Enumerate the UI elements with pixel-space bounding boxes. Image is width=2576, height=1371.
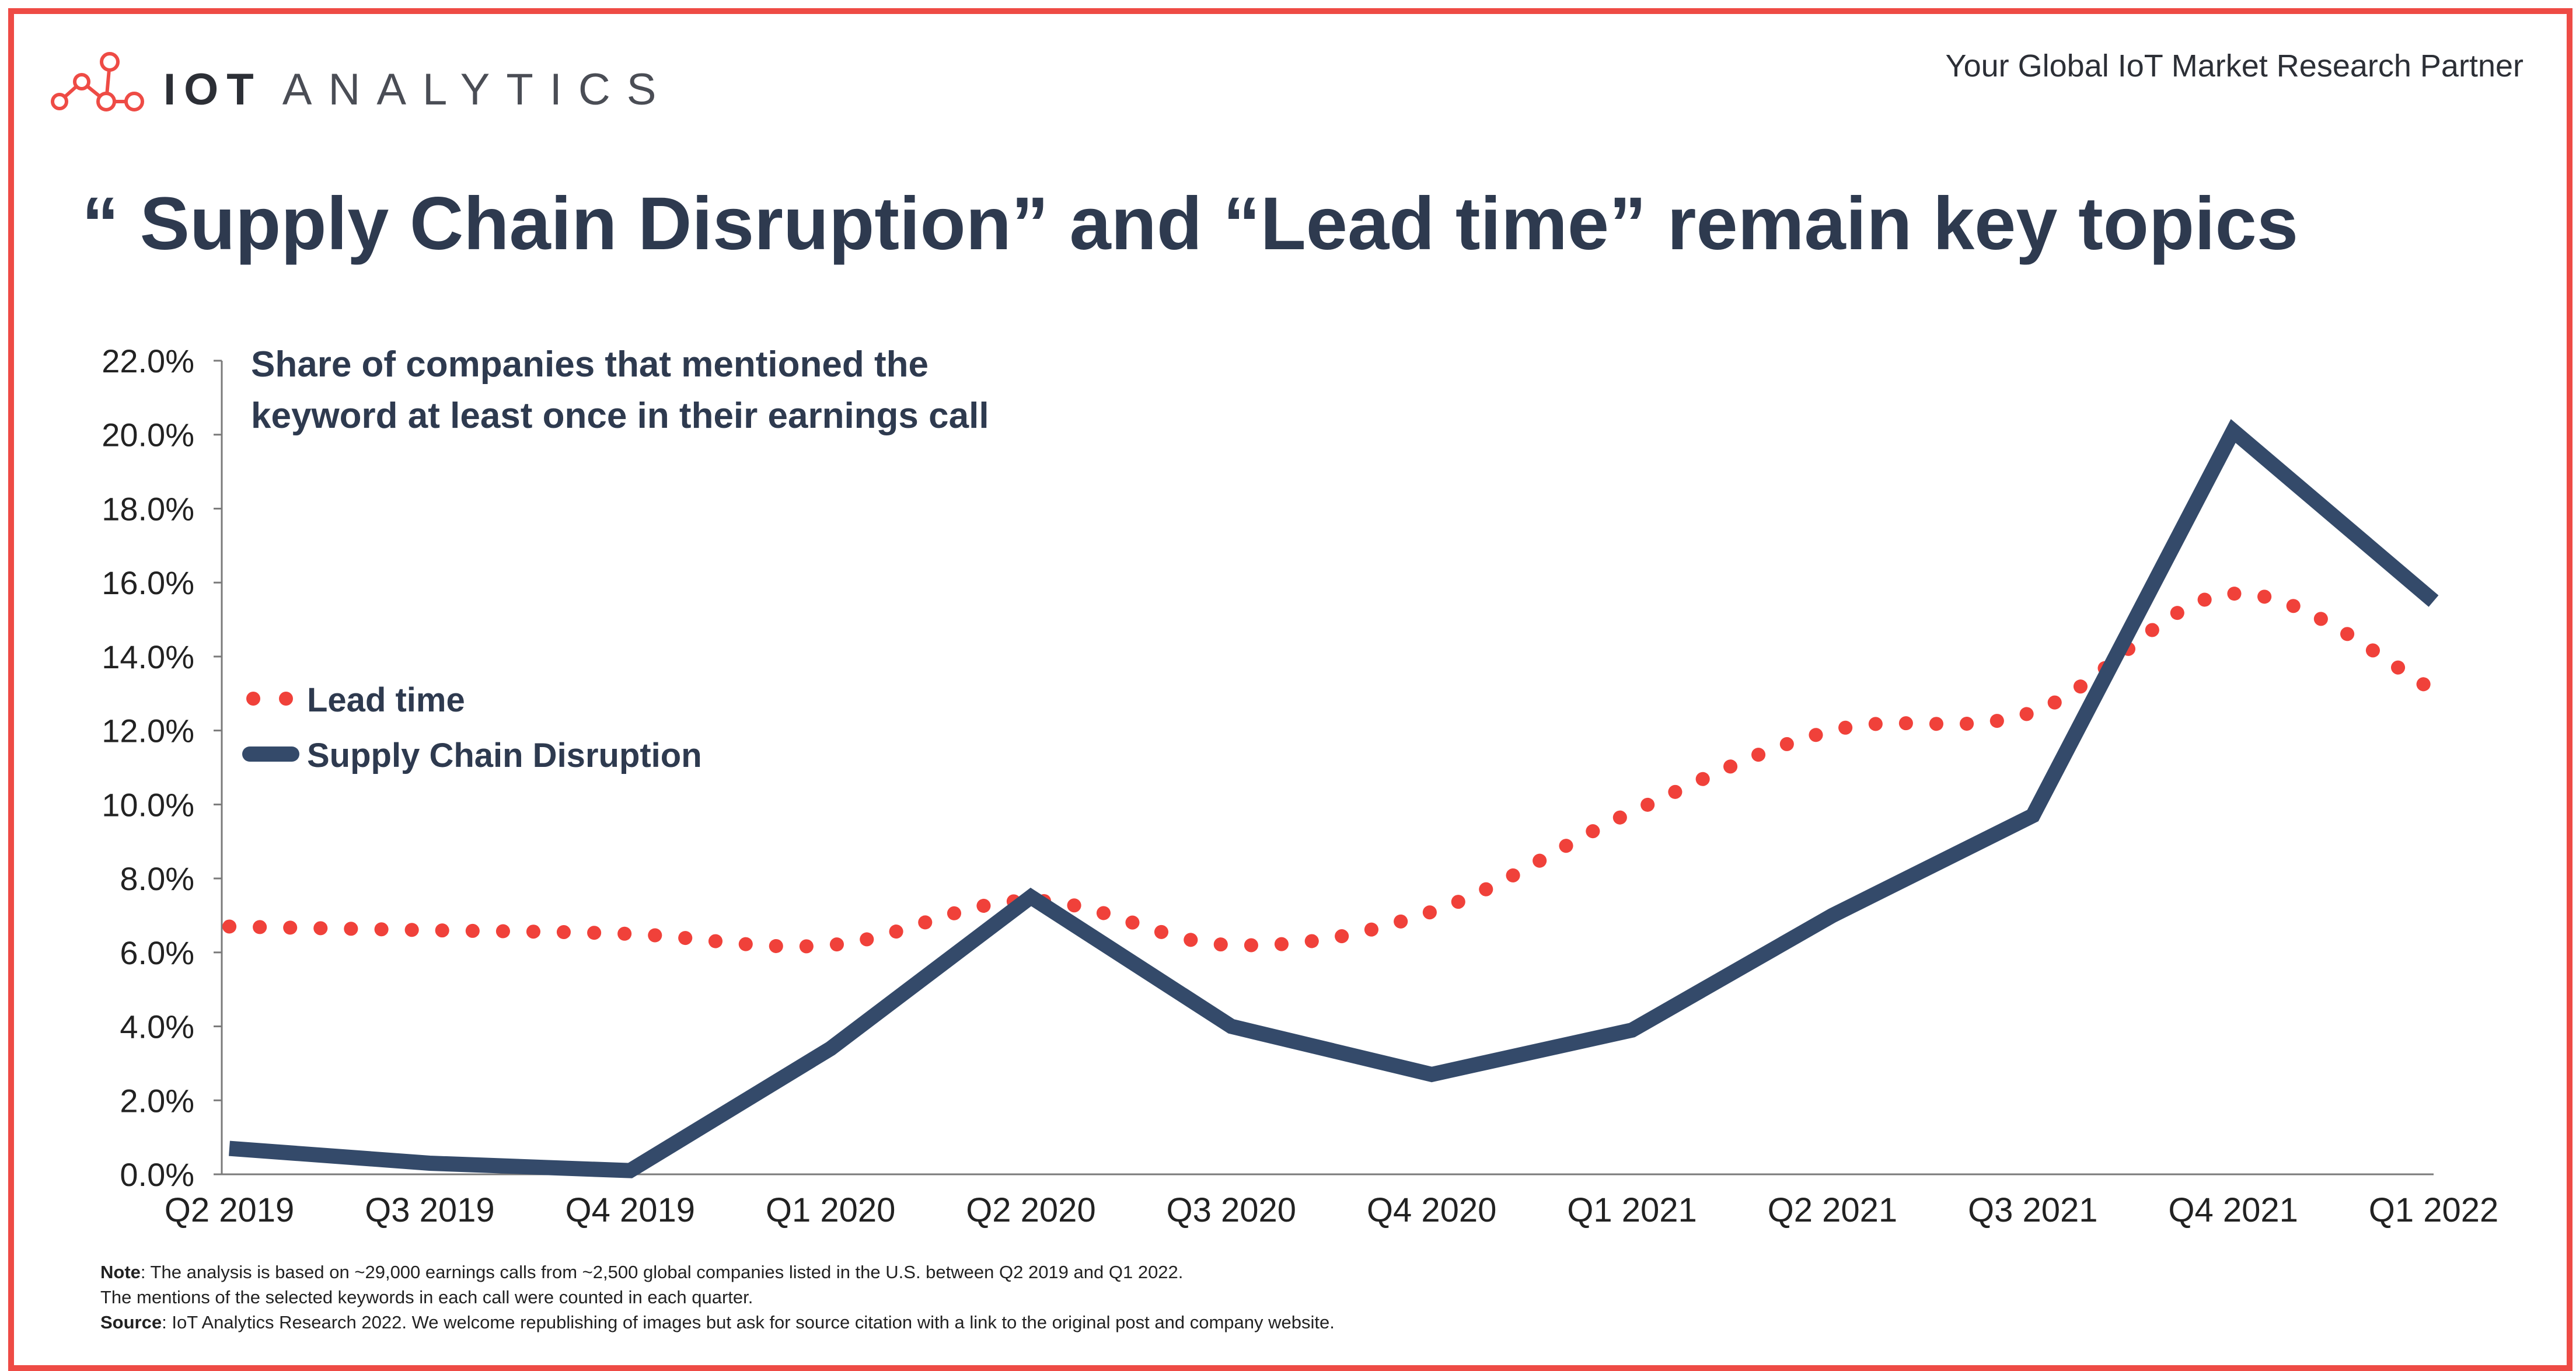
y-tick-label: 18.0% — [102, 490, 194, 527]
legend-supply-chain-label: Supply Chain Disruption — [307, 737, 702, 775]
lead-time-point — [429, 930, 430, 931]
x-tick-label: Q2 2019 — [165, 1191, 295, 1229]
chart-subtitle-line-2: keyword at least once in their earnings … — [251, 396, 989, 436]
source-line: Source: IoT Analytics Research 2022. We … — [100, 1310, 1335, 1335]
y-tick-label: 8.0% — [120, 860, 194, 897]
x-tick-label: Q3 2021 — [1968, 1191, 2098, 1229]
x-tick-label: Q4 2019 — [565, 1191, 695, 1229]
y-tick-label: 12.0% — [102, 713, 194, 749]
note-line: Note: The analysis is based on ~29,000 e… — [100, 1260, 1335, 1285]
y-tick-label: 10.0% — [102, 786, 194, 823]
lead-time-point — [1231, 944, 1232, 946]
supply-chain-series-line — [229, 418, 2439, 1178]
note-text: : The analysis is based on ~29,000 earni… — [140, 1262, 1184, 1282]
note-line-2: The mentions of the selected keywords in… — [100, 1287, 753, 1307]
tagline: Your Global IoT Market Research Partner — [1945, 48, 2523, 83]
x-tick-label: Q4 2021 — [2168, 1191, 2298, 1229]
logo-light-text: ANALYTICS — [282, 65, 673, 114]
x-tick-label: Q2 2020 — [966, 1191, 1096, 1229]
x-tick-label: Q3 2020 — [1167, 1191, 1297, 1229]
y-tick-label: 2.0% — [120, 1082, 194, 1119]
y-tick-label: 6.0% — [120, 934, 194, 971]
source-label: Source — [100, 1312, 162, 1332]
y-tick-label: 14.0% — [102, 639, 194, 675]
x-tick-label: Q1 2021 — [1567, 1191, 1697, 1229]
lead-time-point — [2433, 689, 2434, 690]
page-title: “ Supply Chain Disruption” and “Lead tim… — [82, 182, 2298, 266]
legend-lead-time-dot-2 — [279, 692, 293, 706]
logo-bold-text: IOT — [163, 65, 262, 114]
y-tick-label: 0.0% — [120, 1156, 194, 1193]
lead-time-series-line — [222, 587, 2441, 954]
line-chart: 0.0% 2.0% 4.0% 6.0% 8.0% 10.0% 12.0% 14.0% 16.0%… — [102, 343, 2499, 1229]
x-tick-label: Q2 2021 — [1768, 1191, 1898, 1229]
page-frame — [8, 8, 2572, 1371]
legend-lead-time-label: Lead time — [307, 681, 465, 719]
x-tick-label: Q1 2020 — [766, 1191, 896, 1229]
iot-analytics-logo-icon — [51, 52, 144, 111]
y-tick-label: 4.0% — [120, 1009, 194, 1045]
y-tick-label: 16.0% — [102, 564, 194, 601]
note-label: Note — [100, 1262, 141, 1282]
x-tick-label: Q1 2022 — [2369, 1191, 2499, 1229]
y-tick-label: 22.0% — [102, 343, 194, 379]
footnotes: Note: The analysis is based on ~29,000 e… — [100, 1260, 1335, 1335]
lead-time-point — [1832, 730, 1833, 731]
legend-lead-time-dot-1 — [246, 692, 260, 706]
source-text: : IoT Analytics Research 2022. We welcom… — [162, 1312, 1335, 1332]
lead-time-point — [1632, 811, 1633, 812]
chart-subtitle-line-1: Share of companies that mentioned the — [251, 344, 929, 385]
x-tick-label: Q4 2020 — [1367, 1191, 1497, 1229]
x-tick-label: Q3 2019 — [365, 1191, 495, 1229]
logo-wordmark: IOT ANALYTICS — [163, 64, 672, 115]
y-tick-label: 20.0% — [102, 417, 194, 453]
